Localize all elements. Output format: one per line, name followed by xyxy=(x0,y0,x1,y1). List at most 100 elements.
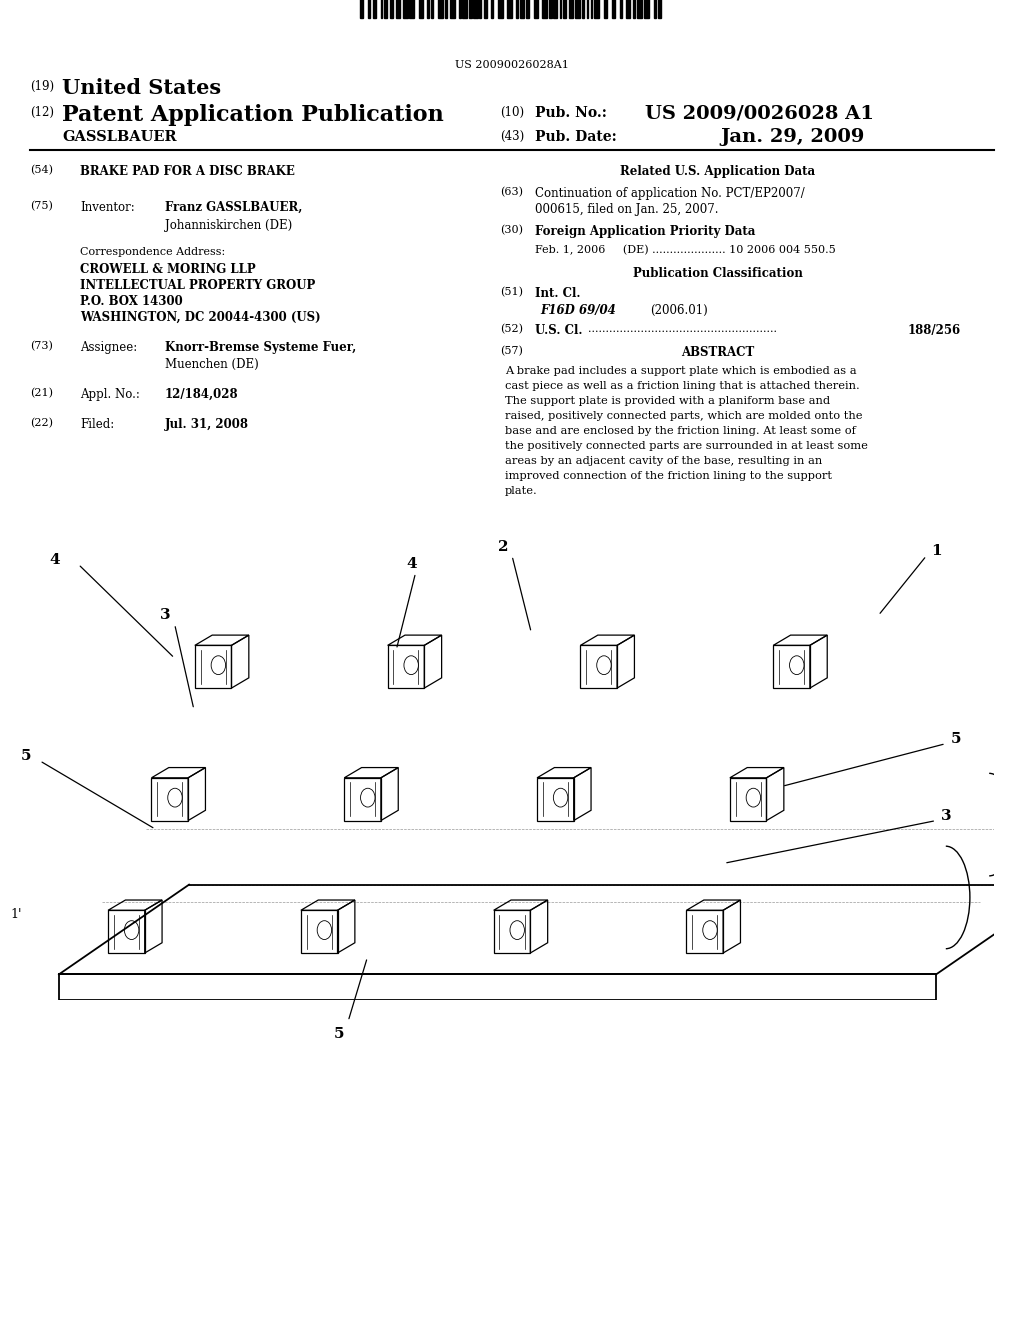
Text: 12/184,028: 12/184,028 xyxy=(165,388,239,401)
Text: Jul. 31, 2008: Jul. 31, 2008 xyxy=(165,418,249,432)
Text: improved connection of the friction lining to the support: improved connection of the friction lini… xyxy=(505,471,831,480)
Text: 1': 1' xyxy=(10,908,23,921)
Text: (51): (51) xyxy=(500,286,523,297)
Text: 4: 4 xyxy=(406,557,417,572)
Text: (30): (30) xyxy=(500,224,523,235)
Text: US 2009/0026028 A1: US 2009/0026028 A1 xyxy=(645,104,874,121)
Bar xyxy=(473,0,478,18)
Text: 4: 4 xyxy=(49,553,60,566)
Bar xyxy=(582,0,585,18)
Text: the positively connected parts are surrounded in at least some: the positively connected parts are surro… xyxy=(505,441,868,451)
Bar xyxy=(560,0,561,18)
Text: The support plate is provided with a planiform base and: The support plate is provided with a pla… xyxy=(505,396,830,407)
Bar xyxy=(553,0,557,18)
Text: 5: 5 xyxy=(334,1027,344,1041)
Text: (12): (12) xyxy=(30,106,54,119)
Bar xyxy=(637,0,642,18)
Text: plate.: plate. xyxy=(505,486,538,496)
Text: 5: 5 xyxy=(950,733,962,746)
Text: United States: United States xyxy=(62,78,221,98)
Bar xyxy=(396,0,399,18)
Text: A brake pad includes a support plate which is embodied as a: A brake pad includes a support plate whi… xyxy=(505,366,857,376)
Bar xyxy=(604,0,607,18)
Bar xyxy=(445,0,447,18)
Text: (43): (43) xyxy=(500,129,524,143)
Text: US 20090026028A1: US 20090026028A1 xyxy=(455,59,569,70)
Bar xyxy=(644,0,649,18)
Text: Inventor:: Inventor: xyxy=(80,201,135,214)
Text: CROWELL & MORING LLP: CROWELL & MORING LLP xyxy=(80,263,256,276)
Bar xyxy=(469,0,472,18)
Text: (21): (21) xyxy=(30,388,53,399)
Text: 000615, filed on Jan. 25, 2007.: 000615, filed on Jan. 25, 2007. xyxy=(535,203,719,216)
Text: (2006.01): (2006.01) xyxy=(650,304,708,317)
Text: base and are enclosed by the friction lining. At least some of: base and are enclosed by the friction li… xyxy=(505,426,856,436)
Bar xyxy=(373,0,376,18)
Text: P.O. BOX 14300: P.O. BOX 14300 xyxy=(80,294,182,308)
Text: Publication Classification: Publication Classification xyxy=(633,267,803,280)
Text: Int. Cl.: Int. Cl. xyxy=(535,286,581,300)
Bar xyxy=(591,0,592,18)
Text: Franz GASSLBAUER,: Franz GASSLBAUER, xyxy=(165,201,302,214)
Bar xyxy=(658,0,660,18)
Bar xyxy=(438,0,442,18)
Bar xyxy=(484,0,487,18)
Text: Feb. 1, 2006     (DE) ..................... 10 2006 004 550.5: Feb. 1, 2006 (DE) ..................... … xyxy=(535,246,836,255)
Bar xyxy=(587,0,588,18)
Text: INTELLECTUAL PROPERTY GROUP: INTELLECTUAL PROPERTY GROUP xyxy=(80,279,315,292)
Text: (10): (10) xyxy=(500,106,524,119)
Text: Pub. Date:: Pub. Date: xyxy=(535,129,616,144)
Bar xyxy=(627,0,630,18)
Bar xyxy=(381,0,382,18)
Text: (63): (63) xyxy=(500,187,523,197)
Text: 2: 2 xyxy=(498,540,508,554)
Bar xyxy=(410,0,414,18)
Text: (22): (22) xyxy=(30,418,53,428)
Text: 1: 1 xyxy=(932,544,942,558)
Bar xyxy=(520,0,523,18)
Text: Appl. No.:: Appl. No.: xyxy=(80,388,140,401)
Bar xyxy=(419,0,424,18)
Text: Johanniskirchen (DE): Johanniskirchen (DE) xyxy=(165,219,292,232)
Text: raised, positively connected parts, which are molded onto the: raised, positively connected parts, whic… xyxy=(505,411,862,421)
Text: 3: 3 xyxy=(941,809,951,824)
Text: Patent Application Publication: Patent Application Publication xyxy=(62,104,443,125)
Bar xyxy=(389,0,393,18)
Text: ......................................................: ........................................… xyxy=(588,323,777,334)
Bar xyxy=(403,0,408,18)
Text: GASSLBAUER: GASSLBAUER xyxy=(62,129,176,144)
Bar xyxy=(621,0,622,18)
Bar xyxy=(368,0,370,18)
Text: BRAKE PAD FOR A DISC BRAKE: BRAKE PAD FOR A DISC BRAKE xyxy=(80,165,295,178)
Text: Foreign Application Priority Data: Foreign Application Priority Data xyxy=(535,224,756,238)
Text: Filed:: Filed: xyxy=(80,418,115,432)
Bar xyxy=(460,0,461,18)
Text: (57): (57) xyxy=(500,346,523,356)
Bar xyxy=(594,0,599,18)
Text: Pub. No.:: Pub. No.: xyxy=(535,106,607,120)
Bar xyxy=(563,0,566,18)
Text: Assignee:: Assignee: xyxy=(80,341,137,354)
Text: (73): (73) xyxy=(30,341,53,351)
Text: Correspondence Address:: Correspondence Address: xyxy=(80,247,225,257)
Bar xyxy=(384,0,387,18)
Bar xyxy=(549,0,552,18)
Text: 3: 3 xyxy=(160,609,171,623)
Text: (54): (54) xyxy=(30,165,53,176)
Bar xyxy=(462,0,467,18)
Bar xyxy=(516,0,518,18)
Text: Knorr-Bremse Systeme Fuer,: Knorr-Bremse Systeme Fuer, xyxy=(165,341,356,354)
Text: ABSTRACT: ABSTRACT xyxy=(681,346,755,359)
Text: F16D 69/04: F16D 69/04 xyxy=(540,304,615,317)
Text: Jan. 29, 2009: Jan. 29, 2009 xyxy=(720,128,864,147)
Bar xyxy=(612,0,615,18)
Text: WASHINGTON, DC 20044-4300 (US): WASHINGTON, DC 20044-4300 (US) xyxy=(80,312,321,323)
Bar xyxy=(431,0,433,18)
Text: areas by an adjacent cavity of the base, resulting in an: areas by an adjacent cavity of the base,… xyxy=(505,455,822,466)
Bar xyxy=(633,0,636,18)
Text: (19): (19) xyxy=(30,81,54,92)
Text: U.S. Cl.: U.S. Cl. xyxy=(535,323,587,337)
Bar xyxy=(450,0,455,18)
Bar xyxy=(653,0,656,18)
Bar xyxy=(574,0,580,18)
